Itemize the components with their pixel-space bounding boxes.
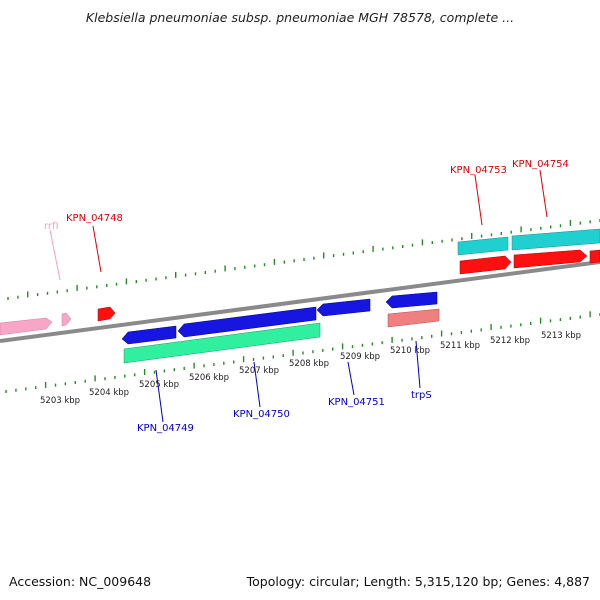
gene-label-KPN_04748: KPN_04748 — [66, 213, 123, 224]
tick-label: 5210 kbp — [390, 346, 430, 356]
lower-tick-ruler — [5, 311, 600, 393]
genome-backbone — [0, 260, 600, 343]
upper-tick-ruler — [7, 219, 600, 300]
genome-summary: Topology: circular; Length: 5,315,120 bp… — [246, 574, 590, 589]
gene-label-KPN_04753: KPN_04753 — [450, 165, 507, 176]
gene-label-KPN_04754: KPN_04754 — [512, 159, 569, 170]
lower-genes — [121, 291, 440, 364]
gene-green-arrow[interactable] — [123, 322, 321, 364]
gene-label-KPN_04749: KPN_04749 — [137, 423, 194, 434]
tick-labels: 5203 kbp 5204 kbp 5205 kbp 5206 kbp 5207… — [40, 331, 581, 406]
gene-label-trpS: trpS — [411, 390, 432, 401]
tick-label: 5209 kbp — [340, 352, 380, 362]
gene-label-rrfI: rrfI — [44, 221, 59, 232]
gene-labels: rrfI KPN_04748 KPN_04753 KPN_04754 KPN_0… — [44, 159, 569, 434]
leader-lines — [49, 169, 548, 423]
gene-teal-arrow[interactable] — [457, 236, 509, 256]
accession-label: Accession: NC_009648 — [9, 574, 152, 589]
gene-rrna-arrow[interactable] — [0, 317, 53, 336]
gene-KPN_04750-arrow[interactable] — [177, 306, 317, 338]
gene-trpS-arrow[interactable] — [385, 291, 438, 309]
gene-KPN_04749-arrow[interactable] — [121, 325, 177, 345]
tick-label: 5203 kbp — [40, 396, 80, 406]
gene-KPN_04748-arrow[interactable] — [97, 306, 116, 322]
tick-label: 5211 kbp — [440, 341, 480, 351]
map-title: Klebsiella pneumoniae subsp. pneumoniae … — [85, 10, 515, 25]
tick-label: 5206 kbp — [189, 373, 229, 383]
gene-salmon-arrow[interactable] — [387, 308, 440, 328]
tick-label: 5208 kbp — [289, 359, 329, 369]
gene-label-KPN_04751: KPN_04751 — [328, 397, 385, 408]
gene-rrfI-arrow[interactable] — [61, 312, 72, 327]
upper-genes — [0, 228, 600, 336]
gene-teal-arrow-2[interactable] — [511, 228, 600, 251]
gene-KPN_04754-arrow[interactable] — [513, 249, 588, 269]
tick-label: 5212 kbp — [490, 336, 530, 346]
gene-KPN_04753-arrow[interactable] — [459, 255, 512, 275]
tick-label: 5204 kbp — [89, 388, 129, 398]
tick-label: 5207 kbp — [239, 366, 279, 376]
tick-label: 5213 kbp — [541, 331, 581, 341]
gene-KPN_04751-arrow[interactable] — [316, 298, 371, 317]
gene-label-KPN_04750: KPN_04750 — [233, 409, 290, 420]
tick-label: 5205 kbp — [139, 380, 179, 390]
gene-red-arrow-3[interactable] — [589, 249, 600, 264]
